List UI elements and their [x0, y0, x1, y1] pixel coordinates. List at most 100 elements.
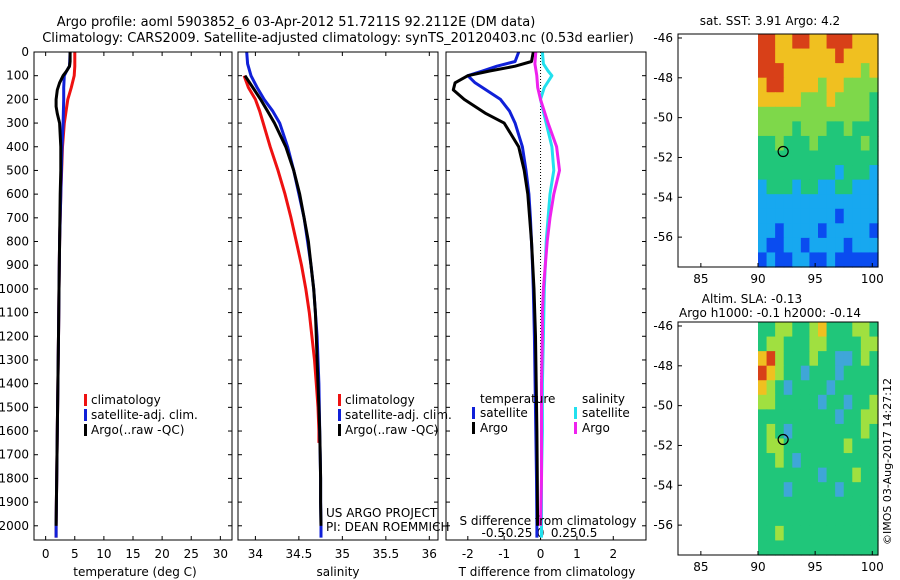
difference-xlabel-top: S difference from climatology	[460, 514, 637, 528]
map-cell	[869, 208, 879, 224]
map-cell	[809, 106, 819, 122]
map-cell	[766, 208, 776, 224]
map-cell	[843, 467, 853, 483]
map-cell	[860, 423, 871, 440]
map-cell	[800, 135, 811, 152]
map-cell	[818, 63, 828, 79]
legend-label-sal-argo: Argo	[582, 421, 610, 435]
legend-header-salinity: salinity	[582, 392, 625, 406]
map-cell	[852, 540, 862, 556]
map-cell	[826, 135, 836, 152]
map-frame	[677, 321, 879, 556]
legend-label-argo: Argo(..raw -QC)	[345, 423, 438, 437]
map-cell	[775, 48, 785, 64]
map-cell	[775, 525, 785, 542]
map-cell	[835, 540, 845, 556]
map-cell	[766, 223, 776, 239]
map-cell	[818, 482, 828, 498]
map-cell	[869, 482, 879, 498]
map-cell	[826, 322, 836, 338]
map-cell	[826, 63, 836, 79]
map-cell	[783, 48, 793, 64]
map-cell	[852, 135, 862, 152]
map-cell	[826, 380, 836, 396]
legend-label-temp-argo: Argo	[480, 421, 508, 435]
map-cell	[869, 380, 879, 396]
map-cell	[775, 63, 785, 79]
title-line-2: Climatology: CARS2009. Satellite-adjuste…	[42, 31, 634, 46]
map-cell	[826, 423, 836, 440]
map-cell	[758, 237, 768, 254]
difference-grid: -2 -1 0 1 2-0.5-0.25 0 0.25 0.5	[446, 51, 646, 561]
map-cell	[869, 237, 879, 254]
map-cell	[818, 106, 828, 122]
map-cell	[860, 394, 871, 410]
legend-label-climatology: climatology	[345, 393, 415, 407]
map-cell	[792, 34, 802, 50]
map-cell	[826, 165, 836, 181]
map-cell	[860, 438, 871, 454]
legend-swatch-argo	[84, 424, 87, 436]
map-cell	[783, 322, 793, 338]
map-cell	[800, 106, 811, 122]
map-cell	[800, 165, 811, 181]
s-tick-label: -0.25	[501, 526, 532, 540]
map-cell	[852, 77, 862, 93]
x-tick-label: 34.5	[286, 547, 313, 561]
map-cell	[835, 121, 845, 137]
map-cell	[766, 453, 776, 469]
map-cell	[843, 135, 853, 152]
legend-label-climatology: climatology	[91, 393, 161, 407]
depth-tick-label: 1300	[0, 353, 29, 367]
salinity-xlabel: salinity	[316, 565, 359, 579]
map-cell	[809, 540, 819, 556]
map-cell	[792, 365, 802, 381]
map-cell	[800, 365, 811, 381]
depth-tick-label: 0	[21, 45, 29, 59]
legend-label-satellite: satellite-adj. clim.	[91, 408, 198, 422]
map-cell	[809, 525, 819, 542]
map-lat-label: -54	[653, 478, 673, 492]
map-cell	[766, 438, 776, 454]
title-line-1: Argo profile: aoml 5903852_6 03-Apr-2012…	[57, 15, 536, 30]
series-satellite-adj-clim-	[245, 51, 323, 538]
map-cell	[800, 48, 811, 64]
map-cell	[783, 511, 793, 527]
map-cell	[818, 380, 828, 396]
map-cell	[818, 48, 828, 64]
depth-tick-label: 700	[6, 211, 29, 225]
map-cell	[826, 34, 836, 50]
map-cell	[852, 365, 862, 381]
map-cell	[826, 365, 836, 381]
s-tick-label: 0.25	[551, 526, 578, 540]
map-cell	[775, 482, 785, 498]
map-cell	[835, 482, 845, 498]
map-cell	[835, 179, 845, 195]
map-cell	[852, 150, 862, 166]
map-cell	[860, 48, 871, 64]
map-cell	[800, 252, 811, 268]
map-cell	[809, 237, 819, 254]
depth-tick-label: 300	[6, 116, 29, 130]
map-lat-label: -56	[653, 518, 673, 532]
map-cell	[758, 223, 768, 239]
map-cell	[775, 237, 785, 254]
map-cell	[843, 106, 853, 122]
map-cell	[783, 252, 793, 268]
map-cell	[818, 252, 828, 268]
map-cell	[835, 380, 845, 396]
map-cell	[826, 482, 836, 498]
x-tick-label: 0	[537, 547, 545, 561]
map-cell	[843, 237, 853, 254]
map-cell	[852, 380, 862, 396]
map-cell	[792, 48, 802, 64]
map-cell	[826, 351, 836, 367]
map-cell	[800, 423, 811, 440]
map-cell	[783, 223, 793, 239]
map-cell	[835, 336, 845, 352]
map-cell	[843, 351, 853, 367]
map-cell	[800, 394, 811, 410]
map-cell	[766, 48, 776, 64]
map-cell	[800, 496, 811, 512]
map-cell	[766, 237, 776, 254]
